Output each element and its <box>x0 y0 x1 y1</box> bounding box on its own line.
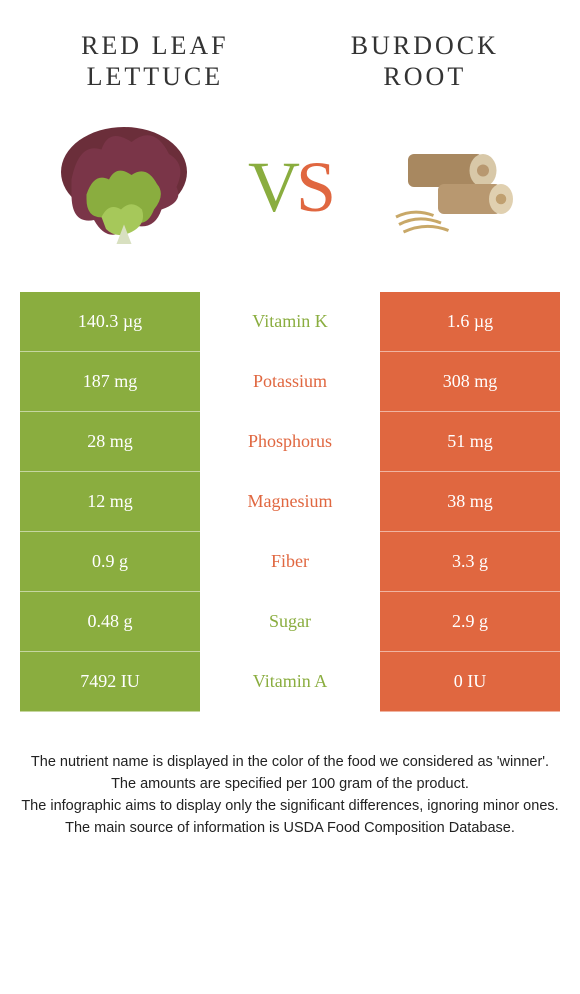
footer-line-1: The nutrient name is displayed in the co… <box>20 752 560 774</box>
right-value: 308 mg <box>380 352 560 412</box>
right-value: 3.3 g <box>380 532 560 592</box>
table-row: 187 mgPotassium308 mg <box>20 352 560 412</box>
left-value: 187 mg <box>20 352 200 412</box>
table-row: 28 mgPhosphorus51 mg <box>20 412 560 472</box>
left-value: 140.3 µg <box>20 292 200 352</box>
right-title-line1: Burdock <box>351 31 499 60</box>
footer-notes: The nutrient name is displayed in the co… <box>0 712 580 839</box>
nutrient-label: Vitamin K <box>200 292 380 352</box>
nutrient-label: Magnesium <box>200 472 380 532</box>
left-food-title: Red leaf lettuce <box>81 30 229 92</box>
vs-v: V <box>248 147 296 227</box>
nutrient-table: 140.3 µgVitamin K1.6 µg187 mgPotassium30… <box>20 292 560 712</box>
nutrient-label: Sugar <box>200 592 380 652</box>
footer-line-2: The amounts are specified per 100 gram o… <box>20 774 560 796</box>
table-row: 0.9 gFiber3.3 g <box>20 532 560 592</box>
lettuce-image <box>49 112 199 262</box>
right-value: 1.6 µg <box>380 292 560 352</box>
right-value: 51 mg <box>380 412 560 472</box>
left-value: 28 mg <box>20 412 200 472</box>
table-row: 0.48 gSugar2.9 g <box>20 592 560 652</box>
left-title-line2: lettuce <box>87 62 224 91</box>
nutrient-label: Potassium <box>200 352 380 412</box>
left-value: 7492 IU <box>20 652 200 712</box>
right-value: 2.9 g <box>380 592 560 652</box>
right-title-line2: root <box>383 62 466 91</box>
burdock-image <box>381 112 531 262</box>
vs-s: S <box>296 147 332 227</box>
left-title-line1: Red leaf <box>81 31 229 60</box>
right-value: 0 IU <box>380 652 560 712</box>
right-value: 38 mg <box>380 472 560 532</box>
left-value: 0.48 g <box>20 592 200 652</box>
table-row: 12 mgMagnesium38 mg <box>20 472 560 532</box>
images-row: VS <box>0 102 580 292</box>
table-row: 7492 IUVitamin A0 IU <box>20 652 560 712</box>
table-row: 140.3 µgVitamin K1.6 µg <box>20 292 560 352</box>
right-food-title: Burdock root <box>351 30 499 92</box>
footer-line-4: The main source of information is USDA F… <box>20 818 560 840</box>
nutrient-label: Vitamin A <box>200 652 380 712</box>
vs-label: VS <box>248 146 332 229</box>
nutrient-label: Fiber <box>200 532 380 592</box>
left-value: 12 mg <box>20 472 200 532</box>
header: Red leaf lettuce Burdock root <box>0 0 580 102</box>
nutrient-label: Phosphorus <box>200 412 380 472</box>
footer-line-3: The infographic aims to display only the… <box>20 796 560 818</box>
left-value: 0.9 g <box>20 532 200 592</box>
